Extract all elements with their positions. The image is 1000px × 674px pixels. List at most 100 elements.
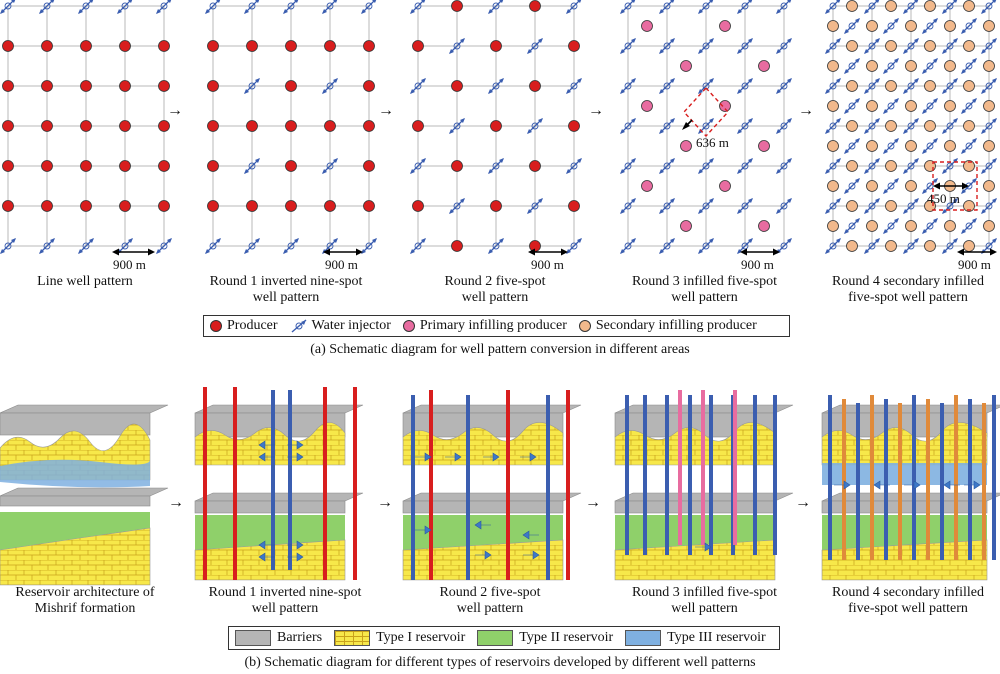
water-injector-icon: [410, 238, 426, 254]
distance-label: 900 m: [957, 257, 992, 272]
secondary-infill-icon: [963, 120, 975, 132]
legend-item-type1: Type I reservoir: [334, 630, 465, 646]
flow-arrow: [475, 550, 492, 560]
producer-icon: [207, 80, 219, 92]
primary-infill-icon: [641, 20, 653, 32]
secondary-infill-icon: [983, 220, 995, 232]
flow-arrow: [695, 542, 712, 552]
water-injector-icon: [922, 218, 938, 234]
caption-line: well pattern: [671, 290, 738, 305]
secondary-infill-icon: [924, 40, 936, 52]
subtitle-b: (b) Schematic diagram for different type…: [244, 655, 756, 670]
water-injector-icon: [883, 98, 899, 114]
arrow-right-icon: →: [378, 102, 394, 119]
caption-line: well pattern: [456, 601, 524, 616]
water-injector-icon: [527, 198, 543, 214]
water-injector-icon: [864, 238, 880, 254]
distance-arrow: [112, 248, 155, 256]
barrier-layer-middle: [0, 487, 169, 507]
water-injector-icon: [903, 118, 919, 134]
primary-infill-icon: [719, 100, 731, 112]
water-injector-icon: [981, 198, 997, 214]
flow-arrow: [445, 452, 462, 462]
primary-infill-icon: [402, 320, 415, 332]
water-injector-icon: [883, 58, 899, 74]
arrow-right-icon: →: [795, 494, 811, 511]
producer-icon: [80, 200, 92, 212]
arrow-right-icon: →: [588, 102, 604, 119]
water-injector-icon: [961, 98, 977, 114]
producer-icon: [207, 120, 219, 132]
water-injector-icon: [117, 0, 133, 14]
flow-arrow: [834, 480, 851, 490]
type1-reservoir-lower: [194, 539, 346, 581]
producer-icon: [285, 80, 297, 92]
producer-icon: [210, 320, 222, 332]
water-injector-icon: [776, 198, 792, 214]
well-legend: Producer Water injector Primary infillin…: [203, 315, 790, 337]
arrow-right-icon: →: [377, 494, 393, 511]
water-injector-icon: [566, 78, 582, 94]
producer-icon: [246, 40, 258, 52]
barrier-layer-middle: [402, 492, 582, 514]
water-injector-icon: [981, 38, 997, 54]
caption-line: well pattern: [671, 601, 738, 616]
caption-line: Round 1 inverted nine-spot: [208, 585, 362, 600]
water-injector-icon: [776, 0, 792, 14]
caption-line: Round 3 infilled five-spot: [631, 274, 778, 289]
flow-arrow: [943, 480, 960, 490]
water-injector-icon: [156, 238, 172, 254]
secondary-infill-icon: [885, 0, 897, 12]
legend-item-injector: Water injector: [290, 318, 391, 334]
water-injector-icon: [449, 38, 465, 54]
secondary-infill-icon: [983, 100, 995, 112]
producer-icon: [451, 160, 463, 172]
secondary-infill-icon: [924, 120, 936, 132]
producer-icon: [119, 40, 131, 52]
secondary-infill-icon: [905, 20, 917, 32]
producer-icon: [490, 40, 502, 52]
water-injector-icon: [903, 158, 919, 174]
well-grid-round4: [825, 0, 997, 256]
water-injector-icon: [39, 0, 55, 14]
secondary-infill-icon: [983, 180, 995, 192]
arrow-right-icon: →: [168, 494, 184, 511]
secondary-infill-icon: [944, 60, 956, 72]
legend-item-primary-infill: Primary infilling producer: [402, 318, 567, 334]
producer-icon: [412, 120, 424, 132]
water-injector-icon: [922, 138, 938, 154]
primary-infill-icon: [719, 20, 731, 32]
primary-infill-icon: [758, 220, 770, 232]
water-injector-icon: [864, 78, 880, 94]
water-injector-icon: [244, 158, 260, 174]
water-injector-icon: [825, 78, 841, 94]
water-injector-icon: [410, 78, 426, 94]
flow-arrow: [287, 540, 304, 550]
producer-icon: [285, 120, 297, 132]
legend-label: Barriers: [277, 630, 323, 645]
water-injector-icon: [361, 0, 377, 14]
water-injector-icon: [961, 18, 977, 34]
flow-arrow: [287, 452, 304, 462]
water-injector-icon: [864, 118, 880, 134]
water-injector-icon: [566, 238, 582, 254]
water-injector-icon: [961, 218, 977, 234]
water-injector-icon: [620, 118, 636, 134]
water-injector-icon: [825, 118, 841, 134]
water-injector-icon: [659, 158, 675, 174]
water-injector-icon: [566, 0, 582, 14]
producer-icon: [568, 120, 580, 132]
producer-icon: [363, 120, 375, 132]
primary-infill-icon: [680, 60, 692, 72]
type3-reservoir: [822, 463, 987, 485]
caption-line: Round 4 secondary infilled: [831, 274, 985, 289]
producer-icon: [285, 160, 297, 172]
water-injector-icon: [737, 0, 753, 14]
water-injector-icon: [864, 158, 880, 174]
water-injector-icon: [322, 158, 338, 174]
secondary-infill-icon: [846, 80, 858, 92]
flow-arrow: [873, 480, 890, 490]
caption-line-pattern: Line well pattern: [0, 274, 170, 290]
water-injector-icon: [78, 0, 94, 14]
water-injector-icon: [244, 238, 260, 254]
